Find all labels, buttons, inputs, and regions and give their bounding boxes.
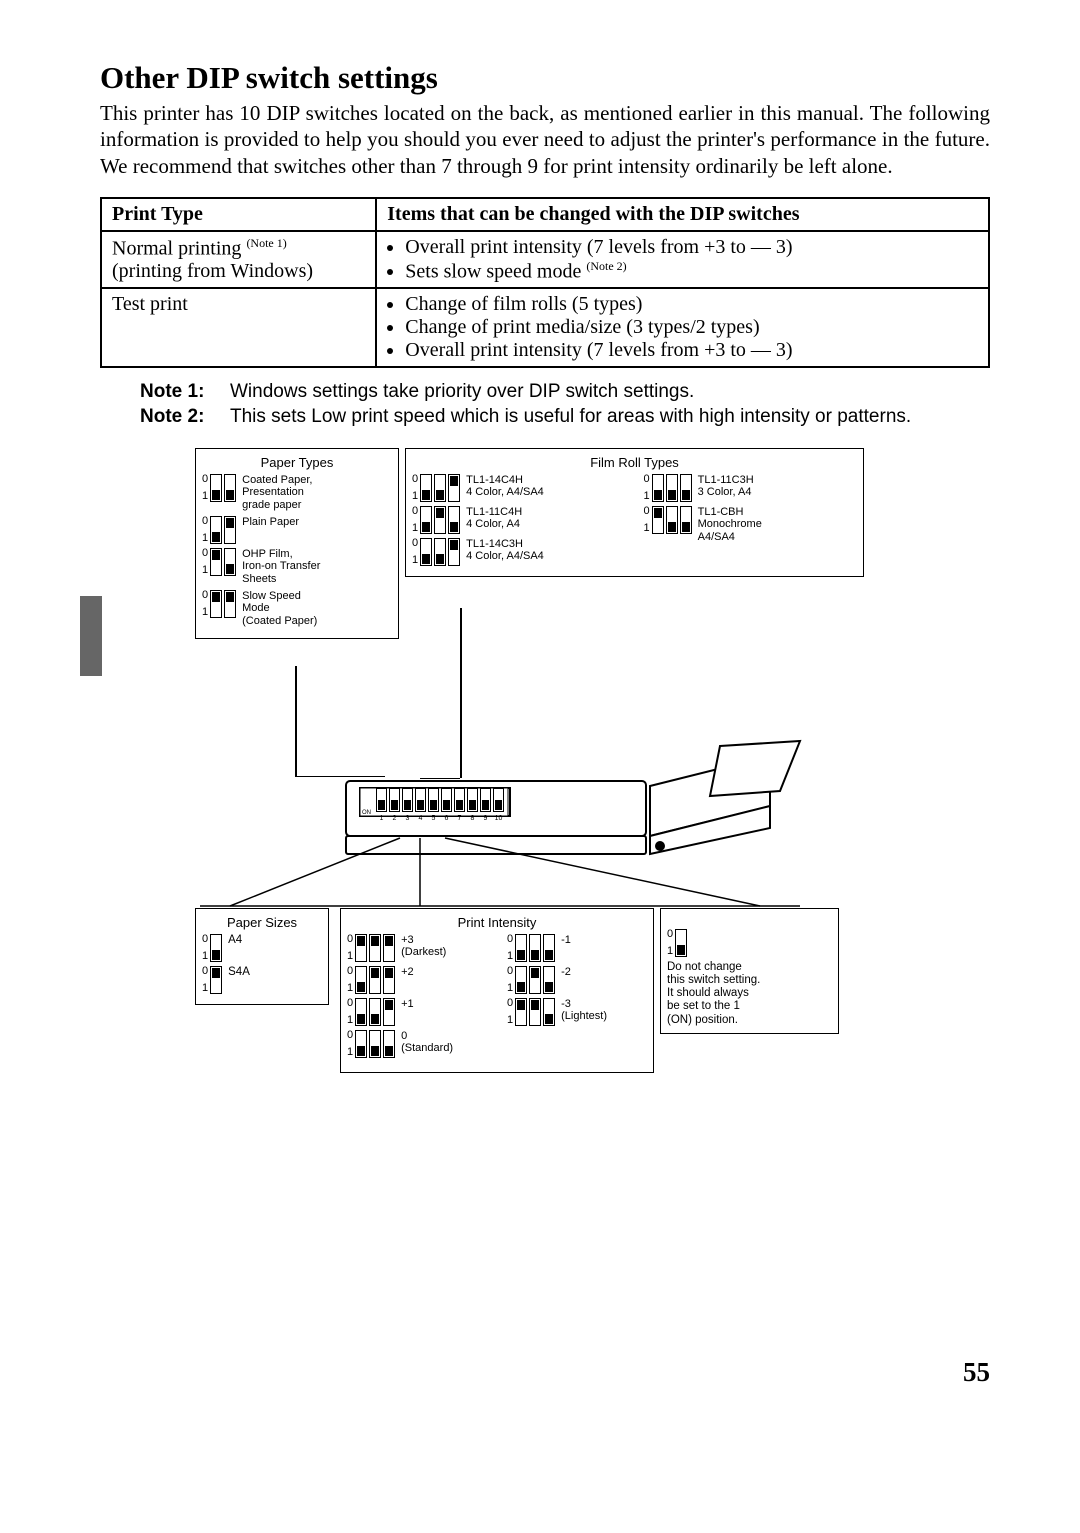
txt: Change of film rolls (5 types) xyxy=(405,293,978,316)
leader-lines xyxy=(100,748,900,908)
txt: Change of print media/size (3 types/2 ty… xyxy=(405,316,978,339)
cell-normal-items: Overall print intensity (7 levels from +… xyxy=(376,231,989,289)
box-title: Film Roll Types xyxy=(412,455,857,470)
cell-test-items: Change of film rolls (5 types) Change of… xyxy=(376,288,989,367)
settings-table: Print Type Items that can be changed wit… xyxy=(100,197,990,369)
box-paper-types: Paper Types 01Coated Paper,Presentationg… xyxy=(195,448,399,639)
box-title: Paper Types xyxy=(202,455,392,470)
note-label: Note 2: xyxy=(140,405,230,430)
th-items: Items that can be changed with the DIP s… xyxy=(376,198,989,231)
intro-paragraph: This printer has 10 DIP switches located… xyxy=(100,100,990,179)
txt: Overall print intensity (7 levels from +… xyxy=(405,236,792,258)
page-number: 55 xyxy=(963,1357,990,1388)
th-print-type: Print Type xyxy=(101,198,376,231)
cell-test-print: Test print xyxy=(101,288,376,367)
tab-marker xyxy=(80,596,102,676)
sup: (Note 2) xyxy=(586,259,626,273)
page-title: Other DIP switch settings xyxy=(100,60,990,96)
cell-normal-print: Normal printing (Note 1) (printing from … xyxy=(101,231,376,289)
box-fixed-switch: 01Do not changethis switch setting.It sh… xyxy=(660,908,839,1034)
note-label: Note 1: xyxy=(140,380,230,405)
txt: Overall print intensity (7 levels from +… xyxy=(405,339,978,362)
txt: Sets slow speed mode xyxy=(405,260,586,282)
box-film-roll: Film Roll Types 01TL1-14C4H4 Color, A4/S… xyxy=(405,448,864,577)
txt: (printing from Windows) xyxy=(112,260,313,282)
note-2: Note 2: This sets Low print speed which … xyxy=(140,405,990,430)
dip-diagram: Paper Types 01Coated Paper,Presentationg… xyxy=(100,448,990,1348)
box-title: Print Intensity xyxy=(347,915,647,930)
note-1: Note 1: Windows settings take priority o… xyxy=(140,380,990,405)
box-print-intensity: Print Intensity 01+3(Darkest)01+201+1010… xyxy=(340,908,654,1073)
note-text: This sets Low print speed which is usefu… xyxy=(230,405,911,430)
box-paper-sizes: Paper Sizes 01A401S4A xyxy=(195,908,329,1005)
box-title: Paper Sizes xyxy=(202,915,322,930)
note-text: Windows settings take priority over DIP … xyxy=(230,380,694,405)
sup: (Note 1) xyxy=(246,236,286,250)
txt: Normal printing xyxy=(112,237,246,259)
